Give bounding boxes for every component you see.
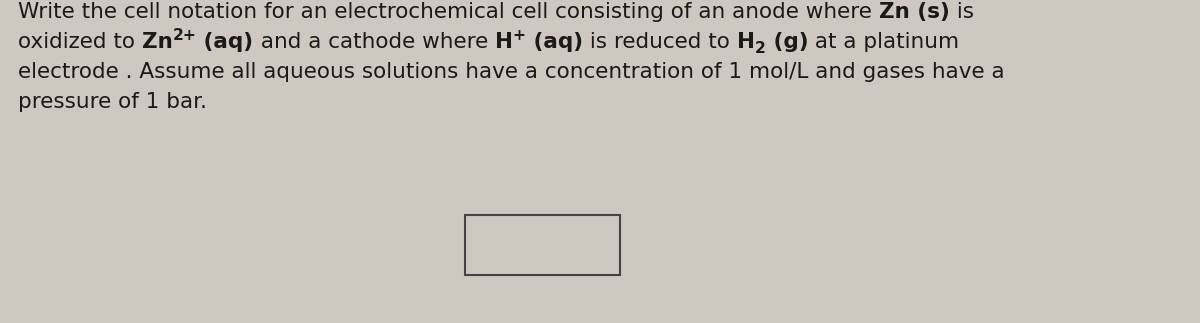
Bar	[466, 215, 620, 275]
Text: is reduced to: is reduced to	[583, 32, 737, 52]
Text: H: H	[737, 32, 755, 52]
Text: and a cathode where: and a cathode where	[253, 32, 494, 52]
Text: oxidized to: oxidized to	[18, 32, 142, 52]
Text: (aq): (aq)	[526, 32, 583, 52]
Text: at a platinum: at a platinum	[808, 32, 959, 52]
Text: 2: 2	[755, 41, 766, 56]
Text: pressure of 1 bar.: pressure of 1 bar.	[18, 92, 208, 112]
Text: (aq): (aq)	[197, 32, 253, 52]
Text: Zn: Zn	[142, 32, 173, 52]
Text: +: +	[512, 28, 526, 43]
Text: is: is	[949, 2, 973, 22]
Text: 2+: 2+	[173, 28, 197, 43]
Text: Write the cell notation for an electrochemical cell consisting of an anode where: Write the cell notation for an electroch…	[18, 2, 878, 22]
Text: electrode . Assume all aqueous solutions have a concentration of 1 mol/L and gas: electrode . Assume all aqueous solutions…	[18, 62, 1004, 82]
Text: Zn (s): Zn (s)	[878, 2, 949, 22]
Text: H: H	[494, 32, 512, 52]
Text: (g): (g)	[766, 32, 808, 52]
